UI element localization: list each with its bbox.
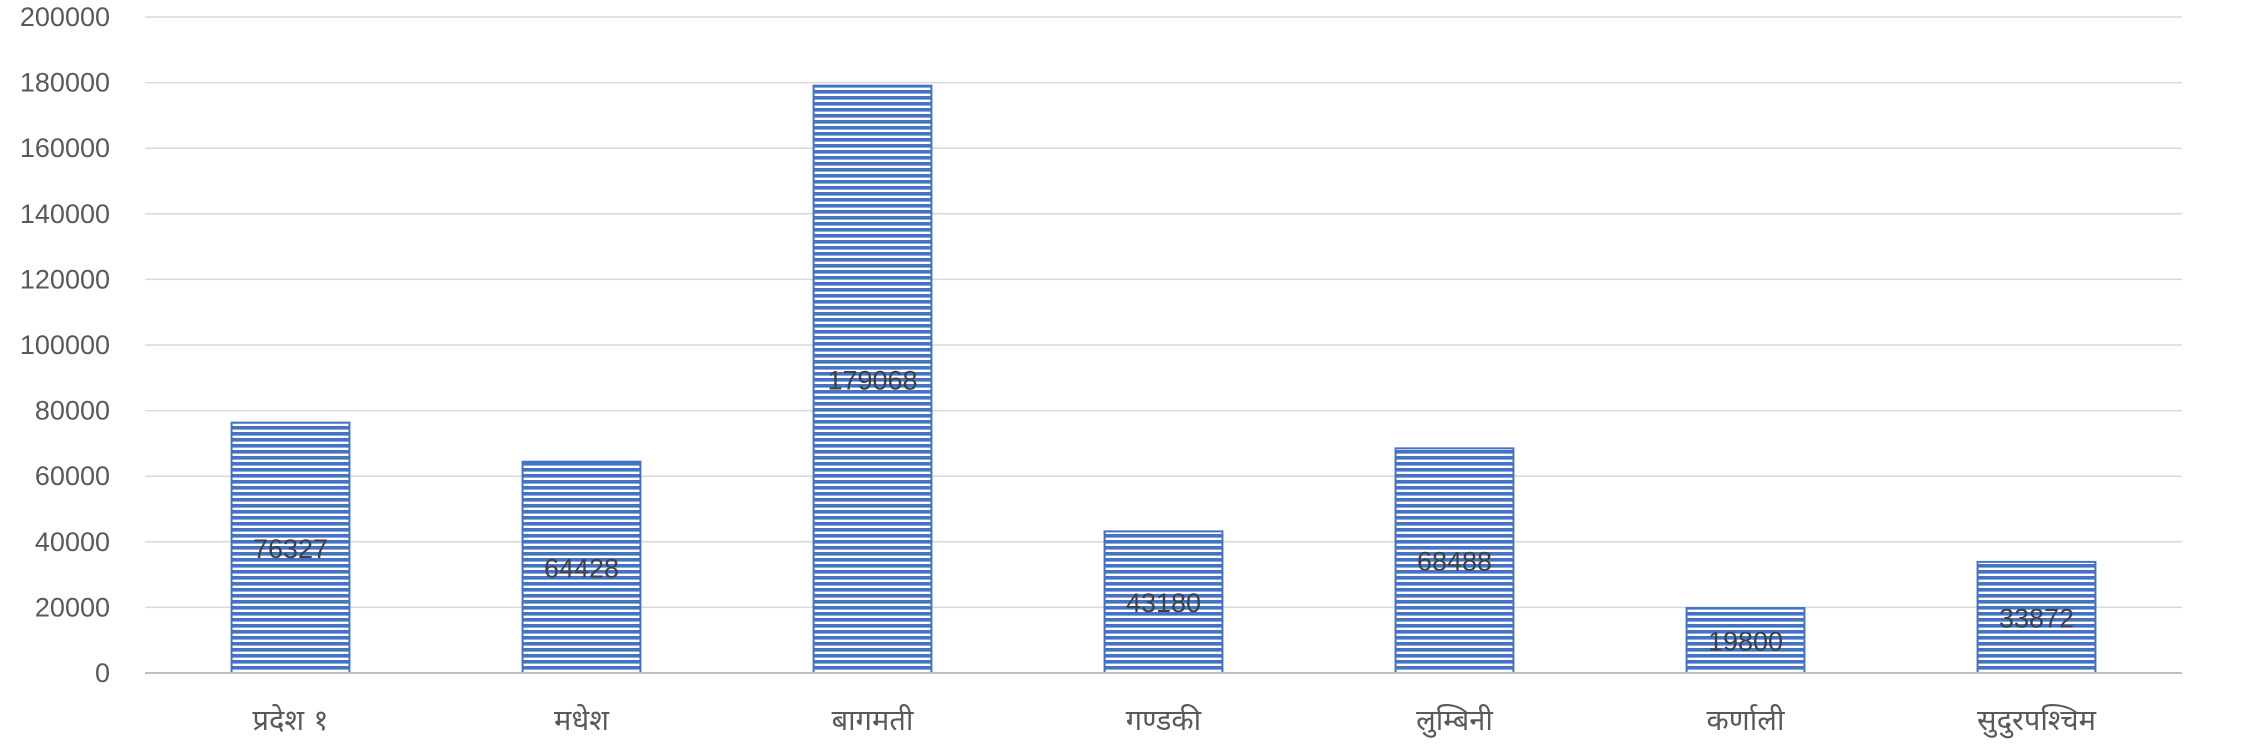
bar	[1685, 607, 1806, 675]
y-tick-label: 80000	[35, 396, 110, 426]
x-axis-ticks: प्रदेश १ मधेश बागमती गण्डकी लुम्बिनी कर्णाली स…	[253, 703, 2097, 739]
bar	[230, 421, 351, 674]
data-label: 33872	[1999, 603, 2074, 633]
y-tick-label: 60000	[35, 461, 110, 491]
data-label: 76327	[253, 534, 328, 564]
y-tick-label: 100000	[20, 330, 110, 360]
bar	[521, 460, 642, 674]
x-tick-label: मधेश	[554, 703, 610, 737]
gridlines	[145, 16, 2182, 609]
y-tick-label: 160000	[20, 133, 110, 163]
data-labels: 76327 64428 179068 43180 68488 19800 33872	[253, 365, 2074, 656]
y-tick-label: 200000	[20, 2, 110, 32]
y-tick-label: 180000	[20, 68, 110, 98]
x-tick-label: सुदुरपश्चिम	[1977, 703, 2097, 739]
data-label: 64428	[544, 553, 619, 583]
y-axis-ticks: 0 20000 40000 60000 80000 100000 120000 140000 1…	[20, 2, 110, 688]
y-tick-label: 0	[95, 658, 110, 688]
x-tick-label: प्रदेश १	[253, 703, 329, 737]
bar	[1394, 447, 1515, 675]
y-tick-label: 20000	[35, 592, 110, 622]
data-label: 19800	[1708, 627, 1783, 657]
bars	[230, 84, 2097, 675]
bar	[1103, 530, 1224, 675]
y-tick-label: 40000	[35, 527, 110, 557]
y-tick-label: 120000	[20, 264, 110, 294]
bar	[1976, 560, 2097, 674]
data-label: 43180	[1126, 588, 1201, 618]
x-tick-label: कर्णाली	[1707, 703, 1785, 737]
x-tick-label: लुम्बिनी	[1416, 703, 1493, 738]
data-label: 68488	[1417, 547, 1492, 577]
y-tick-label: 140000	[20, 199, 110, 229]
x-tick-label: बागमती	[832, 703, 914, 737]
x-tick-label: गण्डकी	[1126, 703, 1202, 737]
data-label: 179068	[827, 365, 917, 395]
